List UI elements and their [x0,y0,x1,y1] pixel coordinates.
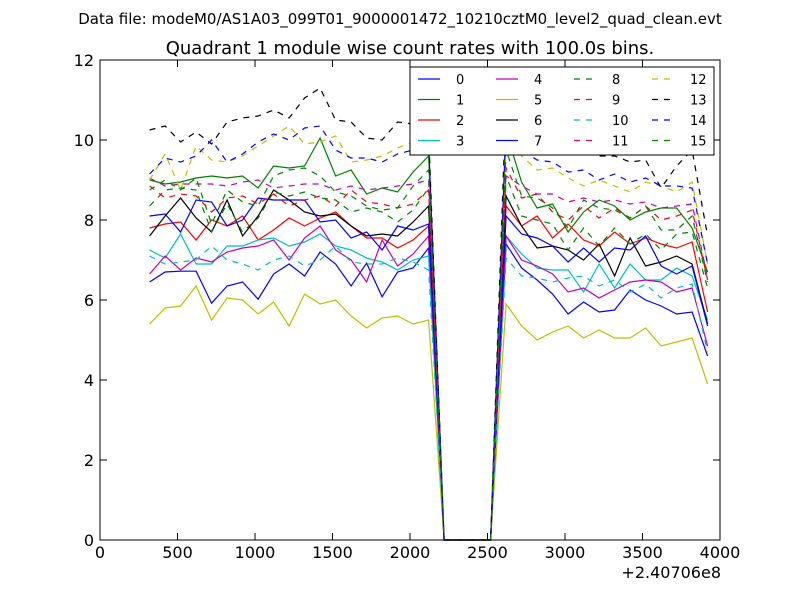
x-tick-label: 0 [95,543,105,562]
y-tick-label: 2 [84,451,94,470]
legend-label-3: 3 [456,135,464,150]
x-tick-label: 2000 [390,543,431,562]
series-line-9 [149,165,709,541]
x-tick-label: 500 [162,543,193,562]
series-line-7 [149,197,709,541]
chart-title: Quadrant 1 module wise count rates with … [166,38,655,59]
legend-label-13: 13 [690,94,707,109]
x-tick-label: 1000 [235,543,276,562]
legend-label-9: 9 [612,94,620,109]
y-tick-label: 6 [84,291,94,310]
y-tick-label: 8 [84,211,94,230]
legend-label-0: 0 [456,73,464,88]
y-tick-label: 0 [84,531,94,550]
series-line-0 [149,242,709,541]
legend-label-15: 15 [690,135,707,150]
legend-label-1: 1 [456,94,464,109]
legend-label-10: 10 [612,114,629,129]
series-line-8 [149,175,709,541]
legend-label-4: 4 [534,73,542,88]
legend-label-6: 6 [534,114,542,129]
series-line-12 [149,125,709,541]
chart-suptitle: Data file: modeM0/AS1A03_099T01_90000014… [78,10,722,29]
axis-ticks: 0 500 1000 1500 2000 2500 3000 3500 400002468101… [74,51,741,562]
series-line-13 [149,87,709,541]
x-tick-label: 2500 [467,543,508,562]
series-line-15 [149,149,709,541]
x-tick-label: 3000 [545,543,586,562]
legend-label-14: 14 [690,114,707,129]
y-tick-label: 12 [74,51,94,70]
legend-box [409,66,715,156]
y-tick-label: 10 [74,131,94,150]
legend-label-8: 8 [612,73,620,88]
series-line-10 [149,245,709,541]
x-tick-label: 1500 [312,543,353,562]
x-tick-label: 4000 [700,543,741,562]
legend-label-11: 11 [612,135,629,150]
plot-frame [99,59,721,541]
series-line-5 [149,284,709,541]
legend-label-5: 5 [534,94,542,109]
legend-label-2: 2 [456,114,464,129]
legend-label-12: 12 [690,73,707,88]
x-tick-label: 3500 [622,543,663,562]
y-tick-label: 4 [84,371,94,390]
series-line-3 [149,232,709,541]
legend-label-7: 7 [534,135,542,150]
x-offset-label: +2.40706e8 [621,563,721,582]
series-line-6 [149,189,709,541]
